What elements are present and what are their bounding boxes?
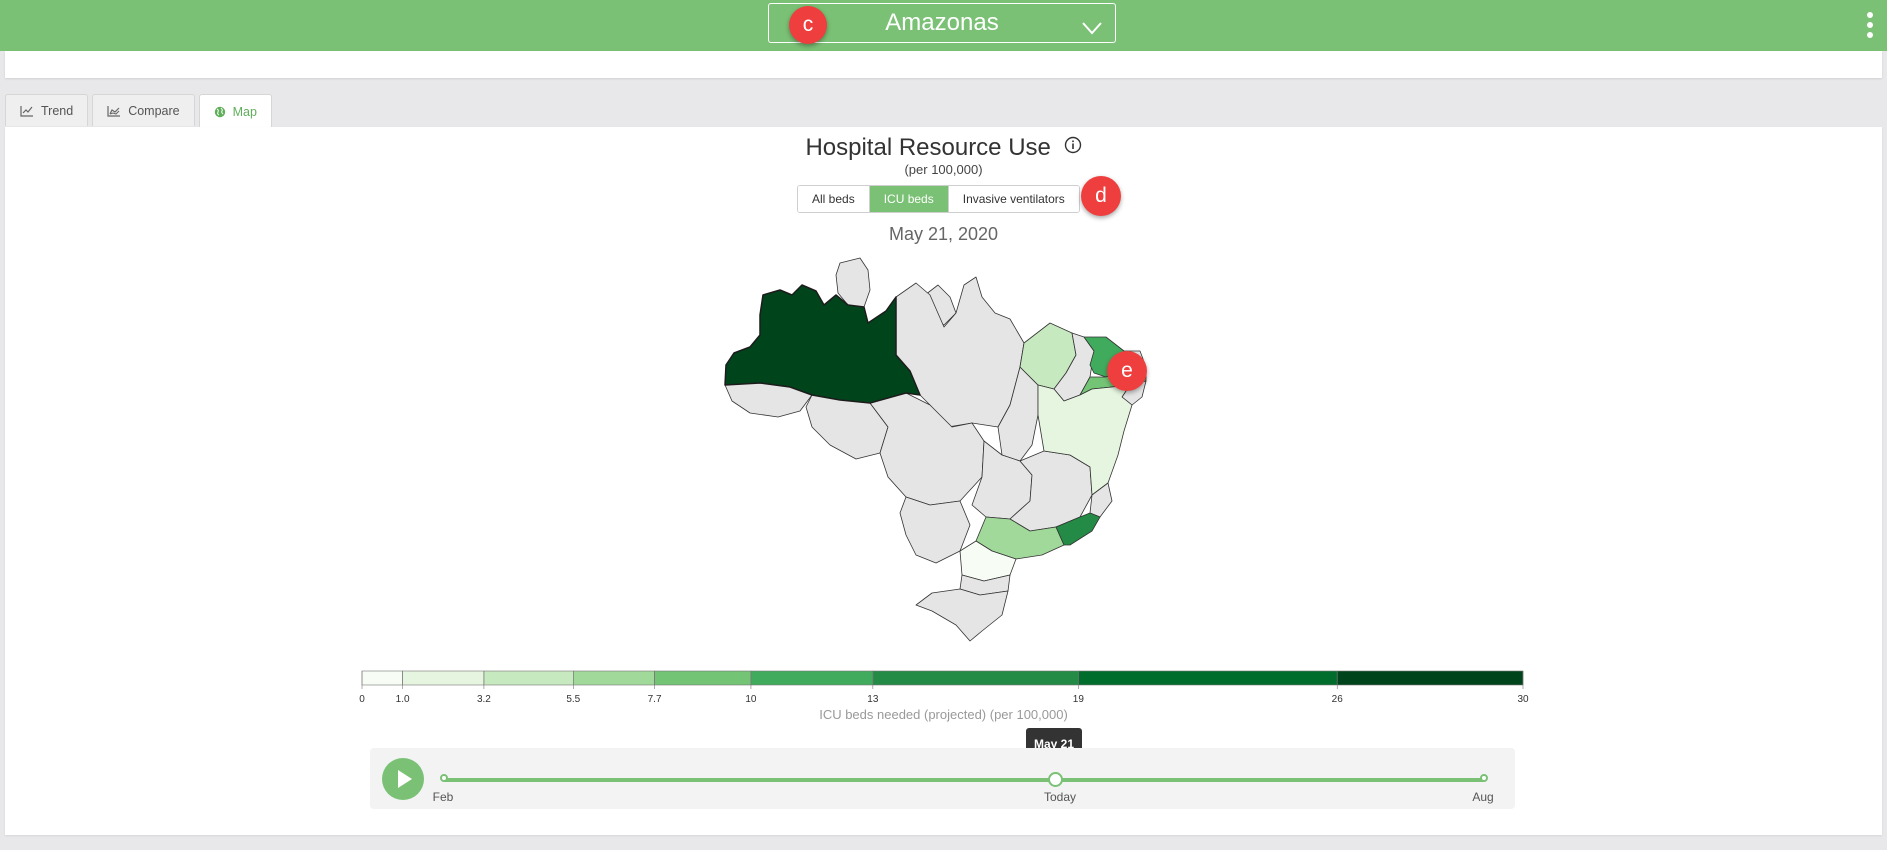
state-rio-grande-do-sul — [915, 588, 1009, 642]
tab-map[interactable]: Map — [198, 94, 272, 128]
timeline-thumb[interactable] — [1048, 772, 1063, 787]
globe-icon — [214, 106, 226, 118]
annotation-badge-c: c — [789, 6, 827, 44]
option-invasive-ventilators[interactable]: Invasive ventilators — [948, 186, 1079, 212]
legend-bin-0 — [361, 670, 403, 686]
tab-map-label: Map — [232, 104, 257, 119]
legend-bin-3 — [573, 670, 655, 686]
panel-title: Hospital Resource Use — [805, 134, 1051, 161]
panel-subtitle: (per 100,000) — [904, 162, 983, 177]
tab-compare[interactable]: Compare — [92, 94, 195, 126]
region-dropdown[interactable]: Amazonas — [768, 3, 1116, 43]
tab-compare-label: Compare — [128, 103, 180, 118]
timeline-end-marker — [1480, 774, 1488, 782]
timeline-track[interactable] — [444, 778, 1484, 782]
legend-bin-1 — [402, 670, 485, 686]
legend-tick-label-4: 7.7 — [648, 694, 662, 705]
legend-tick-label-6: 13 — [867, 694, 879, 705]
legend-tick-label-5: 10 — [745, 694, 757, 705]
state-espirito-santo — [1089, 482, 1113, 518]
timeline-today-label: Today — [1043, 790, 1077, 804]
info-icon[interactable] — [1064, 133, 1082, 161]
timeline-player: Feb Today Aug — [370, 748, 1515, 809]
tab-trend[interactable]: Trend — [5, 94, 89, 126]
state-mato-grosso-do-sul — [899, 496, 971, 564]
panel-title-row: Hospital Resource Use — [0, 134, 1887, 162]
state-mato-grosso — [869, 392, 985, 506]
legend-tick-label-0: 0 — [359, 694, 365, 705]
tab-trend-label: Trend — [41, 103, 74, 118]
legend-bin-7 — [1078, 670, 1338, 686]
legend-tick-label-8: 26 — [1332, 694, 1344, 705]
brazil-choropleth-map — [724, 257, 1147, 642]
resource-toggle: All beds ICU beds Invasive ventilators — [797, 185, 1080, 213]
legend-title: ICU beds needed (projected) (per 100,000… — [819, 707, 1068, 722]
state-bahia — [1037, 384, 1133, 496]
color-legend: 0 1.0 3.2 5.5 7.7 10 13 19 26 30 — [359, 670, 1529, 705]
line-chart-icon — [20, 105, 34, 117]
region-dropdown-value: Amazonas — [885, 9, 999, 36]
play-button[interactable] — [382, 758, 424, 800]
header-bar: Amazonas — [0, 0, 1887, 51]
legend-bin-4 — [654, 670, 752, 686]
timeline-start-marker — [440, 774, 448, 782]
top-card — [5, 51, 1882, 78]
more-vertical-icon[interactable] — [1867, 12, 1875, 38]
play-icon — [398, 770, 412, 788]
option-all-beds[interactable]: All beds — [798, 186, 870, 212]
legend-tick-label-3: 5.5 — [566, 694, 580, 705]
legend-bin-8 — [1336, 670, 1524, 686]
timeline-end-label: Aug — [1472, 790, 1494, 804]
state-amazonas — [724, 284, 921, 404]
annotation-badge-e: e — [1107, 351, 1147, 391]
legend-bin-2 — [483, 670, 574, 686]
legend-tick-label-9: 30 — [1517, 694, 1529, 705]
timeline-start-label: Feb — [432, 790, 454, 804]
state-rio-de-janeiro — [1055, 512, 1101, 546]
view-tabs: Trend Compare Map — [5, 94, 276, 128]
map-date: May 21, 2020 — [888, 224, 999, 244]
chevron-down-icon — [1081, 15, 1103, 43]
option-icu-beds[interactable]: ICU beds — [869, 186, 949, 212]
legend-tick-label-2: 3.2 — [477, 694, 491, 705]
legend-tick-label-1: 1.0 — [396, 694, 410, 705]
legend-bin-6 — [872, 670, 1079, 686]
legend-tick-label-7: 19 — [1073, 694, 1085, 705]
legend-bin-5 — [750, 670, 874, 686]
area-chart-icon — [107, 105, 121, 117]
annotation-badge-d: d — [1081, 176, 1121, 216]
